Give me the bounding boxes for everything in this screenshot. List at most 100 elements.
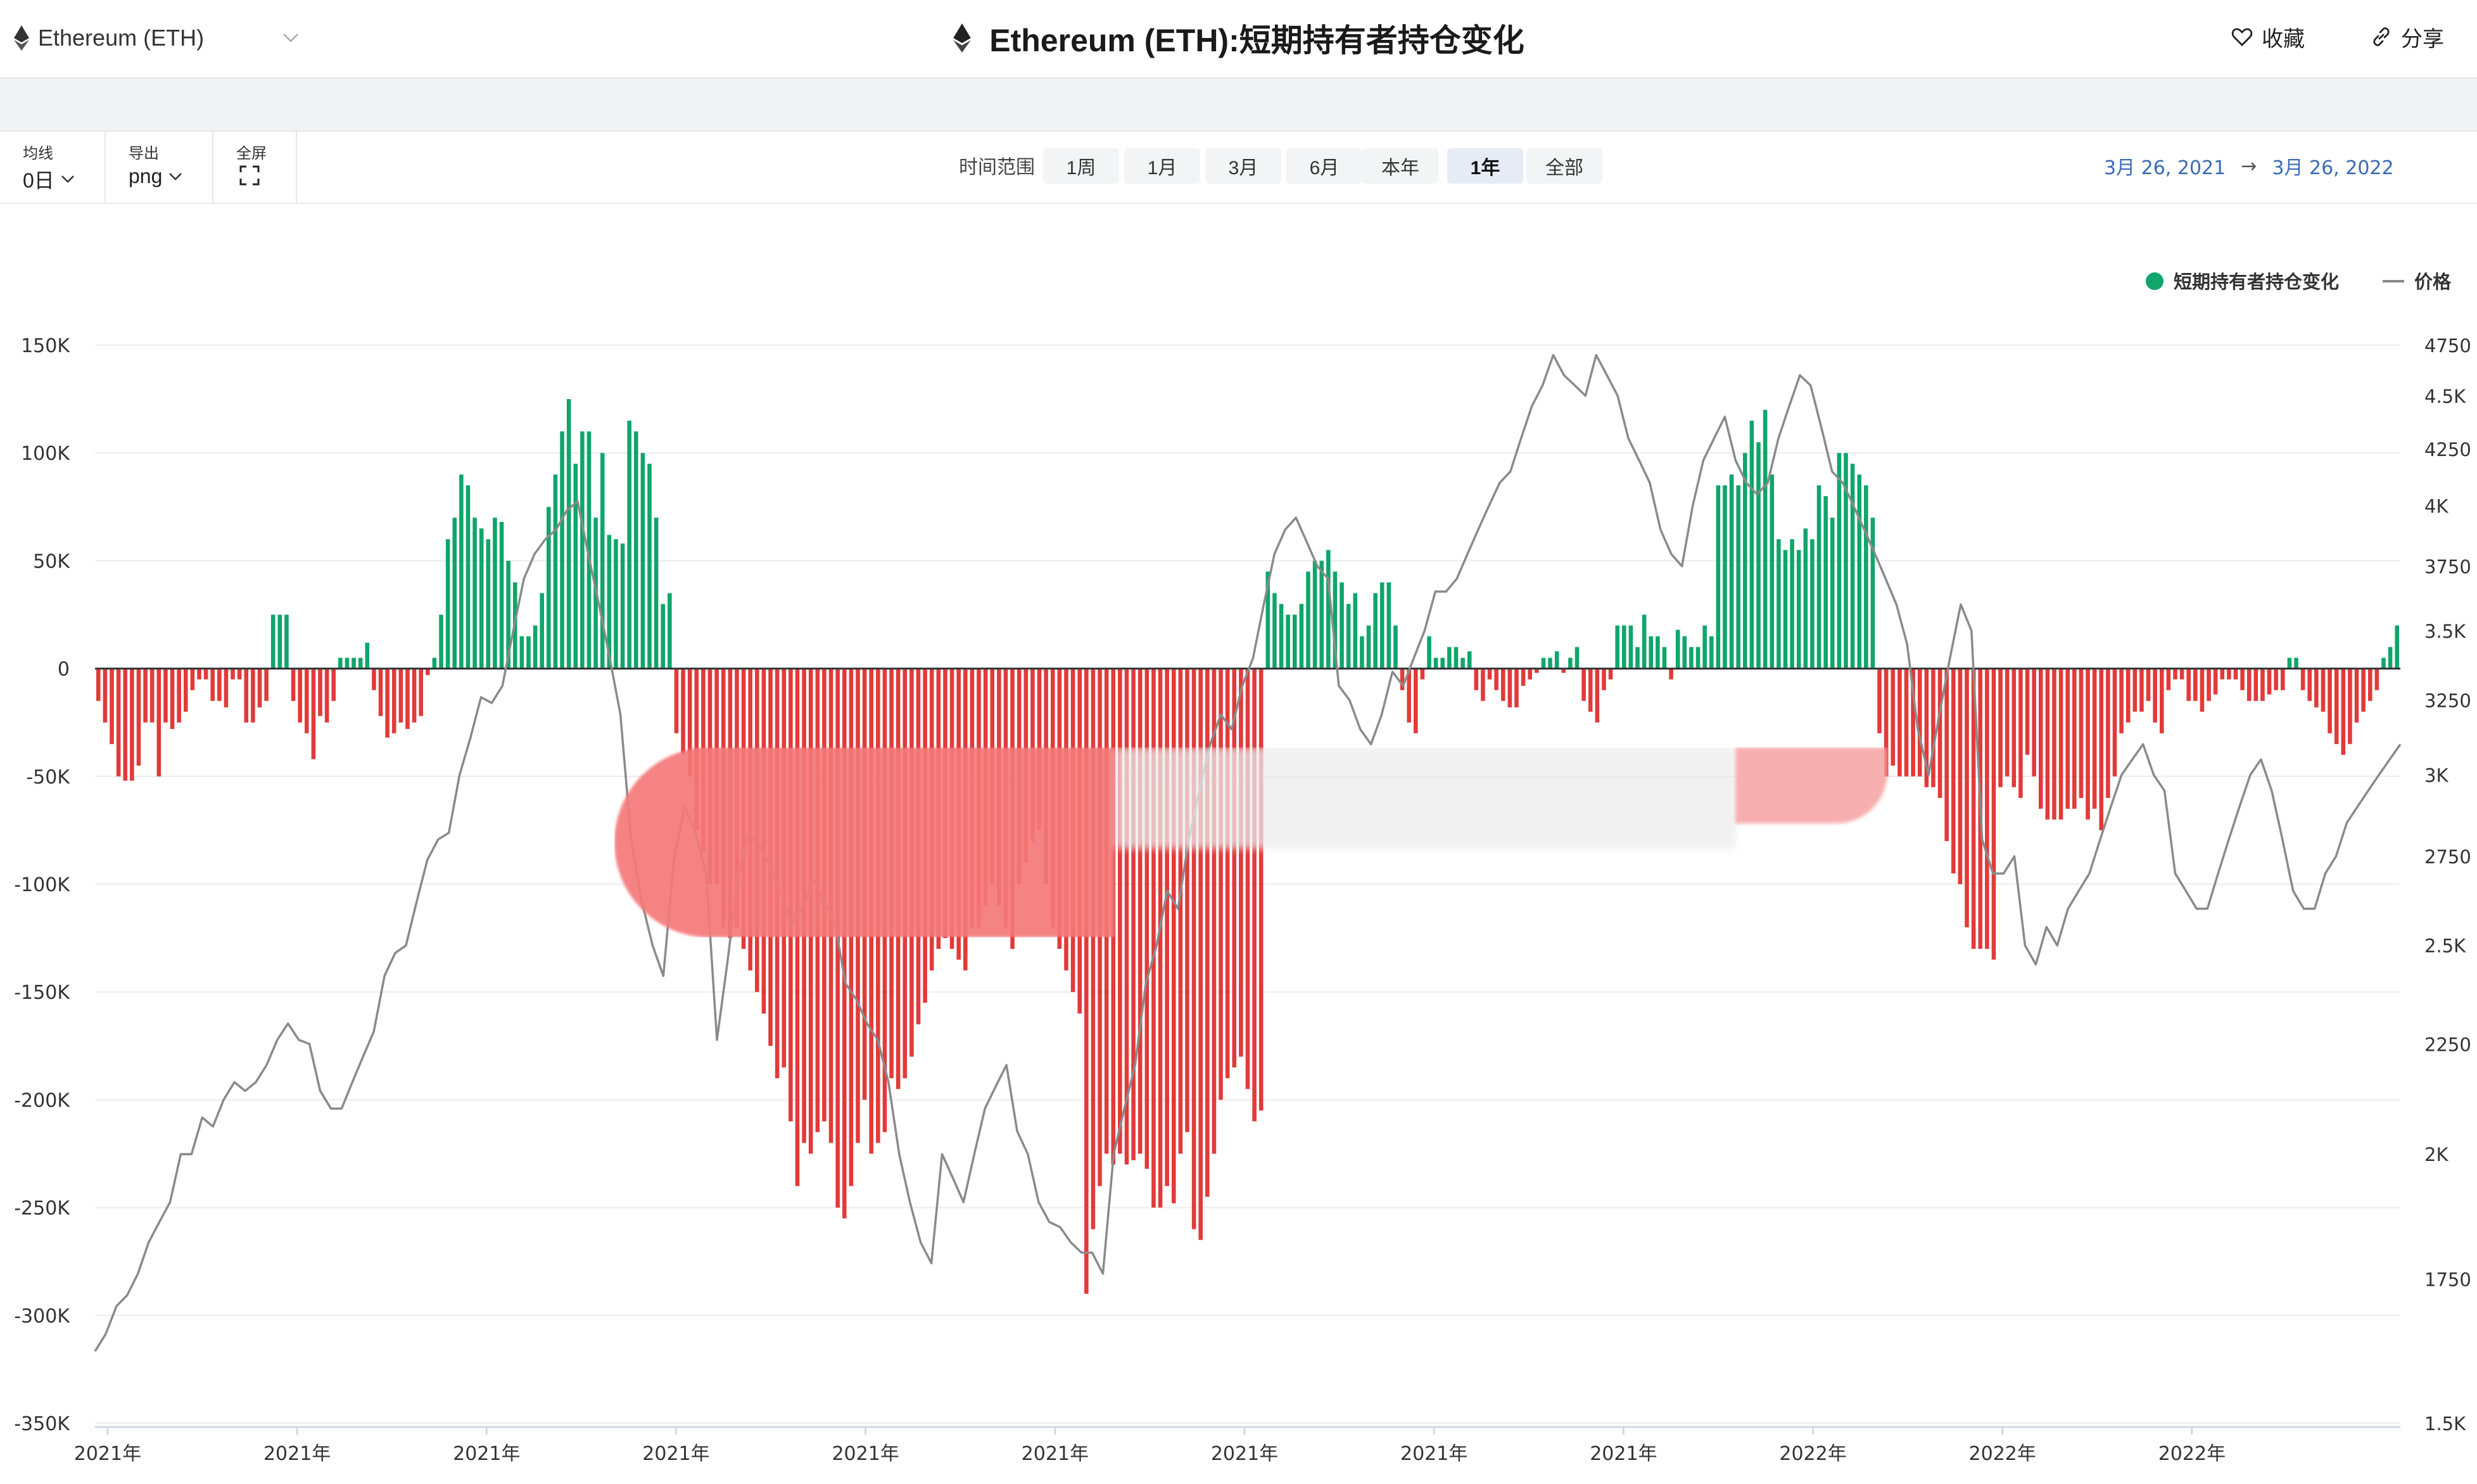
holdings-change-bar	[1050, 668, 1055, 928]
holdings-change-bar	[519, 636, 524, 669]
holdings-change-bar	[1574, 647, 1580, 669]
holdings-change-bar	[1272, 593, 1277, 669]
chart-area: 150K 100K 50K 0 -50K -100K -150K -200K -250K -300…	[14, 271, 2471, 1465]
holdings-change-bar	[1265, 571, 1270, 669]
holdings-change-bar	[728, 668, 733, 939]
holdings-change-bar	[828, 668, 833, 1143]
holdings-change-bar	[2227, 668, 2231, 680]
range-button-ytd[interactable]: 本年	[1362, 148, 1438, 184]
holdings-change-bar	[1118, 668, 1122, 1154]
holdings-change-bar	[1736, 485, 1740, 669]
x-axis-tick-label: 2022年	[2158, 1443, 2226, 1465]
holdings-change-bar	[2038, 668, 2043, 809]
holdings-change-bar	[479, 528, 484, 669]
holdings-change-bar	[2267, 668, 2272, 695]
holdings-change-bar	[1628, 625, 1633, 669]
fullscreen-label: 全屏	[236, 145, 267, 162]
moving-average-group: 均线 0日	[0, 132, 106, 203]
holdings-change-bar	[1393, 625, 1398, 669]
right-axis-tick-label: 4750	[2424, 335, 2471, 357]
chevron-down-icon	[169, 172, 182, 181]
fullscreen-button[interactable]	[236, 165, 260, 186]
holdings-change-bar	[1420, 668, 1425, 680]
holdings-change-bar	[2193, 668, 2198, 701]
holdings-change-bar	[1850, 464, 1855, 669]
holdings-change-bar	[459, 474, 464, 669]
holdings-change-bar	[432, 657, 437, 669]
holdings-change-bar	[1958, 668, 1963, 884]
holdings-change-bar	[956, 668, 961, 960]
holdings-change-bar	[1790, 539, 1794, 669]
holdings-change-bar	[2139, 668, 2144, 712]
holdings-change-bar	[2354, 668, 2359, 723]
right-axis-tick-label: 3750	[2424, 556, 2471, 578]
holdings-change-bar	[1602, 668, 1606, 690]
holdings-change-bar	[1386, 582, 1391, 669]
holdings-change-bar	[963, 668, 968, 971]
holdings-change-bar	[1897, 668, 1902, 777]
holdings-change-bar	[789, 668, 793, 1122]
legend-label-holdings[interactable]: 短期持有者持仓变化	[2174, 271, 2339, 293]
holdings-change-bar	[1373, 593, 1378, 669]
holdings-change-bar	[1494, 668, 1498, 690]
date-range[interactable]: 3月 26, 2021 → 3月 26, 2022	[2104, 148, 2394, 184]
holdings-change-bar	[748, 668, 752, 971]
holdings-change-bar	[1877, 668, 1882, 733]
right-axis-tick-label: 4.5K	[2424, 386, 2466, 407]
holdings-change-bar	[2045, 668, 2050, 820]
range-button-6m[interactable]: 6月	[1286, 148, 1362, 184]
holdings-change-bar	[1239, 668, 1243, 1057]
holdings-change-bar	[1535, 668, 1539, 673]
holdings-change-bar	[1702, 625, 1707, 669]
holdings-change-bar	[1581, 668, 1586, 701]
holdings-change-bar	[607, 535, 612, 669]
holdings-change-bar	[627, 421, 631, 669]
left-axis-tick-label: -50K	[26, 766, 70, 789]
holdings-change-bar	[231, 668, 235, 680]
legend[interactable]: 短期持有者持仓变化 价格	[2146, 271, 2452, 293]
range-button-1w[interactable]: 1周	[1043, 148, 1119, 184]
holdings-change-bar	[1991, 668, 1996, 960]
holdings-change-bar	[493, 517, 497, 669]
range-button-3m[interactable]: 3月	[1205, 148, 1281, 184]
share-label: 分享	[2401, 27, 2444, 51]
holdings-change-bar	[1037, 668, 1042, 830]
ma-select[interactable]: 0日	[23, 165, 75, 194]
holdings-change-bar	[472, 517, 477, 669]
legend-label-price[interactable]: 价格	[2414, 272, 2452, 293]
holdings-change-bar	[2348, 668, 2352, 744]
holdings-change-bar	[533, 625, 538, 669]
holdings-change-bar	[1608, 668, 1613, 680]
x-axis-tick-label: 2021年	[1022, 1443, 1089, 1465]
holdings-change-bar	[714, 668, 719, 884]
share-button[interactable]: 分享	[2371, 19, 2444, 54]
export-select[interactable]: png	[129, 165, 182, 188]
ma-value: 0日	[23, 169, 54, 192]
asset-select[interactable]: Ethereum (ETH)	[14, 18, 299, 58]
holdings-change-bar	[324, 668, 329, 723]
holdings-change-bar	[2072, 668, 2077, 809]
favorite-button[interactable]: 收藏	[2231, 19, 2305, 54]
holdings-change-bar	[110, 668, 114, 744]
holdings-change-bar	[1844, 453, 1848, 669]
holdings-change-bar	[1541, 657, 1546, 669]
holdings-change-bar	[2125, 668, 2131, 723]
holdings-change-bar	[257, 668, 262, 707]
range-button-1y[interactable]: 1年	[1447, 148, 1523, 184]
holdings-change-bar	[2159, 668, 2164, 733]
holdings-change-bar	[412, 668, 417, 723]
x-axis-tick-label: 2021年	[1400, 1443, 1467, 1465]
holdings-change-bar	[1165, 668, 1169, 1186]
holdings-change-bar	[378, 668, 383, 716]
fullscreen-icon	[239, 165, 260, 186]
holdings-change-bar	[1635, 647, 1640, 669]
left-axis-tick-label: -100K	[14, 874, 70, 896]
holdings-change-bar	[426, 668, 430, 675]
holdings-change-bar	[1615, 625, 1619, 669]
range-button-all[interactable]: 全部	[1526, 148, 1602, 184]
range-button-1m[interactable]: 1月	[1124, 148, 1200, 184]
holdings-change-bar	[782, 668, 787, 1068]
holdings-change-bar	[170, 668, 175, 729]
holdings-change-bar	[103, 668, 108, 723]
holdings-change-bar	[580, 431, 585, 669]
